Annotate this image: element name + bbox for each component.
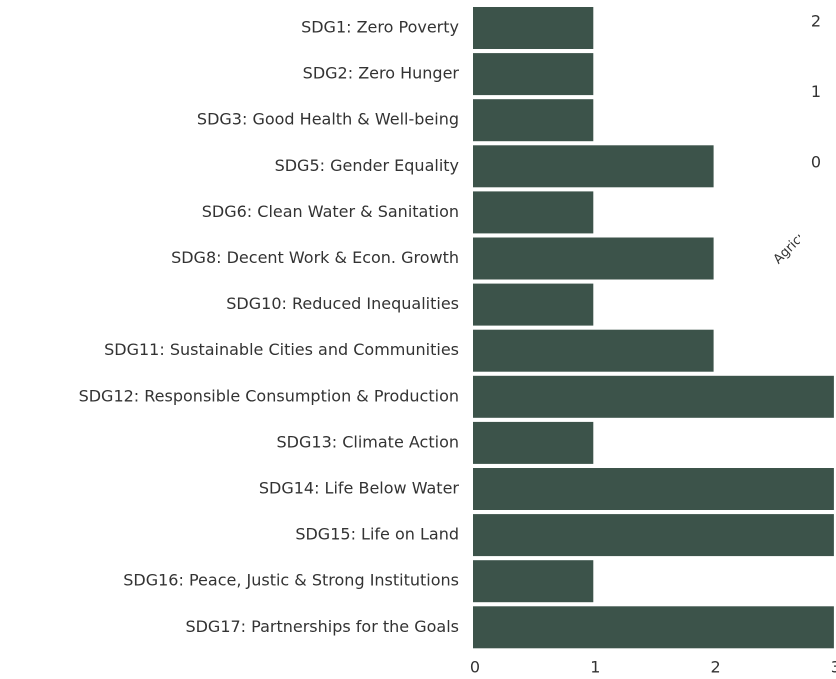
bar bbox=[473, 421, 594, 464]
y-tick-label: SDG8: Decent Work & Econ. Growth bbox=[171, 248, 459, 267]
y-tick-label: SDG14: Life Below Water bbox=[259, 479, 460, 498]
y-tick-label: SDG12: Responsible Consumption & Product… bbox=[79, 386, 459, 405]
y-tick-label: 0 bbox=[811, 153, 821, 172]
y-tick-label: SDG13: Climate Action bbox=[277, 432, 459, 451]
y-tick-label: SDG2: Zero Hunger bbox=[303, 64, 460, 83]
bar bbox=[473, 283, 594, 326]
bar bbox=[473, 329, 714, 372]
y-tick-label: SDG16: Peace, Justic & Strong Institutio… bbox=[123, 571, 459, 590]
bar bbox=[473, 560, 594, 603]
bar bbox=[473, 375, 834, 418]
y-tick-label: 1 bbox=[811, 82, 821, 101]
y-tick-label: SDG17: Partnerships for the Goals bbox=[185, 617, 459, 636]
y-tick-label: SDG10: Reduced Inequalities bbox=[226, 294, 459, 313]
y-tick-label: SDG3: Good Health & Well-being bbox=[197, 110, 459, 129]
bar bbox=[473, 468, 834, 510]
y-tick-label: SDG15: Life on Land bbox=[295, 525, 459, 544]
bar bbox=[473, 606, 834, 649]
bar bbox=[473, 237, 714, 280]
y-tick-label: 2 bbox=[811, 12, 821, 31]
bar bbox=[473, 7, 594, 49]
x-tick-label: 2 bbox=[711, 658, 721, 677]
bar bbox=[473, 99, 594, 142]
bar bbox=[473, 53, 594, 96]
y-tick-label: SDG5: Gender Equality bbox=[275, 156, 459, 175]
x-tick-label: 3 bbox=[831, 658, 836, 677]
x-tick-label: 0 bbox=[470, 658, 480, 677]
y-tick-label: SDG1: Zero Poverty bbox=[301, 18, 459, 37]
bar bbox=[473, 514, 834, 557]
bar bbox=[473, 145, 714, 188]
x-labels: Agriculture bbox=[771, 206, 832, 267]
bar bbox=[473, 191, 594, 234]
x-tick-label: Agriculture bbox=[771, 206, 832, 267]
x-tick-label: 1 bbox=[590, 658, 600, 677]
y-tick-label: SDG11: Sustainable Cities and Communitie… bbox=[104, 340, 459, 359]
y-tick-label: SDG6: Clean Water & Sanitation bbox=[202, 202, 459, 221]
